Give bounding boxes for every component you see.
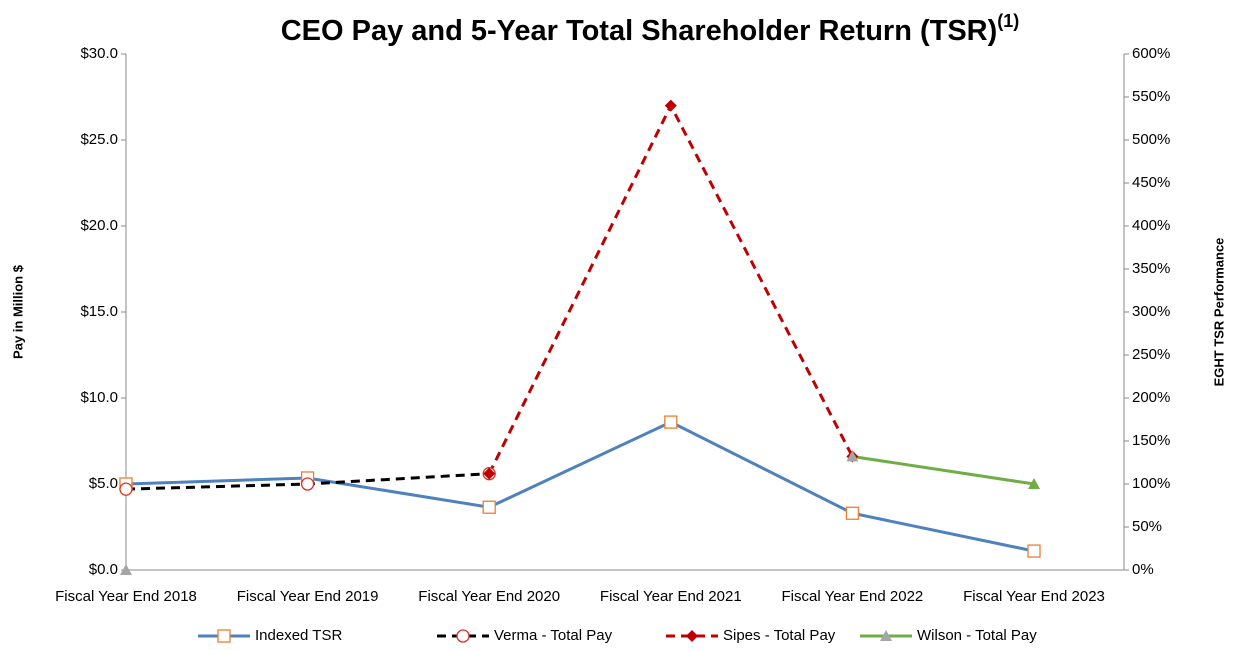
y2-tick-label: 550% bbox=[1132, 88, 1170, 105]
y-tick-label: $15.0 bbox=[80, 303, 118, 320]
data-point bbox=[1027, 544, 1041, 558]
legend-marker bbox=[456, 629, 470, 643]
y2-tick-label: 50% bbox=[1132, 518, 1162, 535]
legend-label: Sipes - Total Pay bbox=[723, 627, 836, 644]
series-line bbox=[852, 454, 1035, 486]
x-tick-label: Fiscal Year End 2021 bbox=[600, 588, 742, 605]
y2-tick-label: 0% bbox=[1132, 561, 1154, 578]
data-point bbox=[482, 500, 496, 514]
title-text: CEO Pay and 5-Year Total Shareholder Ret… bbox=[281, 15, 998, 47]
y2-tick-label: 250% bbox=[1132, 346, 1170, 363]
data-point bbox=[1028, 478, 1040, 489]
y2-tick-label: 600% bbox=[1132, 45, 1170, 62]
y2-tick-label: 400% bbox=[1132, 217, 1170, 234]
y2-tick-label: 100% bbox=[1132, 475, 1170, 492]
y2-axis-title: EGHT TSR Performance bbox=[1211, 238, 1226, 387]
series-line bbox=[125, 420, 1035, 553]
y2-tick-label: 300% bbox=[1132, 303, 1170, 320]
data-point bbox=[664, 415, 678, 429]
y-axis-title: Pay in Million $ bbox=[10, 264, 25, 359]
legend-marker bbox=[217, 629, 231, 643]
data-point bbox=[119, 482, 133, 496]
x-tick-label: Fiscal Year End 2018 bbox=[55, 588, 197, 605]
legend-label: Wilson - Total Pay bbox=[917, 627, 1037, 644]
data-point bbox=[845, 506, 860, 520]
x-tick-label: Fiscal Year End 2022 bbox=[782, 588, 924, 605]
y-tick-label: $10.0 bbox=[80, 389, 118, 406]
legend-marker bbox=[686, 630, 698, 642]
x-tick-label: Fiscal Year End 2023 bbox=[963, 588, 1105, 605]
y2-tick-label: 200% bbox=[1132, 389, 1170, 406]
data-point bbox=[664, 99, 677, 112]
data-point bbox=[483, 467, 496, 480]
y2-tick-label: 350% bbox=[1132, 260, 1170, 277]
x-tick-label: Fiscal Year End 2020 bbox=[418, 588, 560, 605]
y2-tick-label: 150% bbox=[1132, 432, 1170, 449]
legend-label: Indexed TSR bbox=[255, 627, 342, 644]
y-tick-label: $25.0 bbox=[80, 131, 118, 148]
y-tick-label: $5.0 bbox=[89, 475, 118, 492]
y-tick-label: $0.0 bbox=[89, 561, 118, 578]
y-tick-label: $20.0 bbox=[80, 217, 118, 234]
y-tick-label: $30.0 bbox=[80, 45, 118, 62]
y2-tick-label: 500% bbox=[1132, 131, 1170, 148]
data-point bbox=[120, 564, 132, 575]
legend-label: Verma - Total Pay bbox=[494, 627, 613, 644]
chart-title: CEO Pay and 5-Year Total Shareholder Ret… bbox=[281, 11, 1020, 47]
data-point bbox=[300, 477, 315, 491]
title-note: (1) bbox=[997, 11, 1019, 31]
x-tick-label: Fiscal Year End 2019 bbox=[237, 588, 379, 605]
data-point bbox=[846, 450, 859, 462]
legend-marker bbox=[880, 630, 892, 641]
y2-tick-label: 450% bbox=[1132, 174, 1170, 191]
